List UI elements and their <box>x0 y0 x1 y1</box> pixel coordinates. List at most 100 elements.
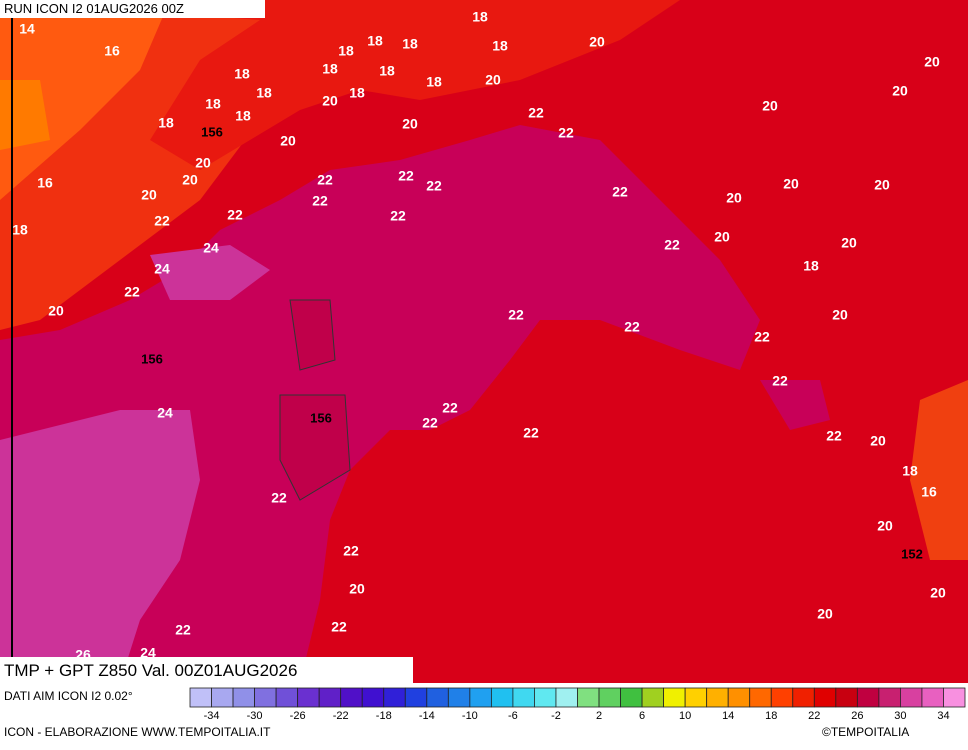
temperature-label: 18 <box>338 43 354 59</box>
temperature-label: 22 <box>398 168 414 184</box>
temperature-label: 16 <box>104 43 120 59</box>
temperature-label: 22 <box>312 193 328 209</box>
run-title: RUN ICON I2 01AUG2026 00Z <box>4 1 184 16</box>
colorbar-box <box>512 687 535 708</box>
temperature-label: 22 <box>508 307 524 323</box>
temperature-label: 22 <box>826 428 842 444</box>
colorbar-tick-label: 2 <box>596 710 602 722</box>
colorbar-box <box>426 687 449 708</box>
colorbar-tick-label: -34 <box>204 710 220 722</box>
temperature-label: 20 <box>870 433 886 449</box>
temperature-label: 22 <box>271 490 287 506</box>
colorbar-tick-label: -6 <box>508 710 518 722</box>
temperature-label: 20 <box>141 187 157 203</box>
temperature-label: 18 <box>234 66 250 82</box>
colorbar-tick-label: 10 <box>679 710 691 722</box>
colorbar-box <box>383 687 406 708</box>
temperature-label: 24 <box>154 261 170 277</box>
temperature-label: 22 <box>175 622 191 638</box>
temperature-label: 20 <box>714 229 730 245</box>
contour-labels: 14 16 18 18 18 18 18 20 20 18 18 18 18 20 20 18 18 18 20 20… <box>12 9 946 663</box>
colorbar-box <box>727 687 751 708</box>
footer-box <box>0 657 413 684</box>
colorbar-box <box>297 687 320 708</box>
hot-sea-zone <box>150 245 270 300</box>
temperature-label: 22 <box>422 415 438 431</box>
temperature-label: 22 <box>331 619 347 635</box>
colorbar-tick-label: 14 <box>722 710 734 722</box>
temperature-label: 18 <box>902 463 918 479</box>
temperature-label: 22 <box>317 172 333 188</box>
colorbar-tick-label: -26 <box>290 710 306 722</box>
colorbar-box <box>749 687 772 708</box>
temperature-label: 20 <box>726 190 742 206</box>
colorbar-tick-label: -18 <box>376 710 392 722</box>
colorbar-box <box>490 687 514 708</box>
temperature-label: 22 <box>426 178 442 194</box>
colorbar-box <box>770 687 794 708</box>
temperature-label: 18 <box>235 108 251 124</box>
temperature-label: 22 <box>227 207 243 223</box>
colorbar-box <box>856 687 880 708</box>
temperature-label: 20 <box>589 34 605 50</box>
temperature-label: 18 <box>379 63 395 79</box>
temperature-label: 16 <box>37 175 53 191</box>
temperature-label: 18 <box>803 258 819 274</box>
temperature-label: 24 <box>140 645 156 661</box>
warm-zone <box>0 0 170 200</box>
temperature-label: 20 <box>877 518 893 534</box>
colorbar-box <box>577 687 600 708</box>
colorbar-tick-label: 30 <box>894 710 906 722</box>
warm-sea-zone <box>760 380 830 430</box>
temperature-label: 22 <box>772 373 788 389</box>
temperature-label: 22 <box>124 284 140 300</box>
geopotential-label: 152 <box>901 546 923 561</box>
temperature-label: 22 <box>154 213 170 229</box>
colorbar-box <box>620 687 643 708</box>
temperature-label: 20 <box>182 172 198 188</box>
temperature-label: 18 <box>256 85 272 101</box>
alps-zone <box>0 0 680 170</box>
temperature-label: 20 <box>280 133 296 149</box>
temperature-label: 18 <box>205 96 221 112</box>
temperature-label: 22 <box>390 208 406 224</box>
colorbar-box <box>555 687 578 708</box>
credit: ICON - ELABORAZIONE WWW.TEMPOITALIA.IT <box>4 725 271 739</box>
colorbar-box <box>232 687 255 708</box>
temperature-label: 22 <box>343 543 359 559</box>
colorbar-box <box>275 687 299 708</box>
colorbar-box <box>684 687 708 708</box>
temperature-label: 22 <box>624 319 640 335</box>
colorbar-box <box>706 687 729 708</box>
colorbar-tick-label: -14 <box>419 710 435 722</box>
geopotential-label: 156 <box>201 124 223 139</box>
temperature-label: 24 <box>157 405 173 421</box>
colorbar-tick-label: -2 <box>551 710 561 722</box>
colorbar-tick-label: -10 <box>462 710 478 722</box>
temperature-label: 18 <box>367 33 383 49</box>
temperature-label: 18 <box>158 115 174 131</box>
temperature-label: 18 <box>426 74 442 90</box>
colorbar: -34 -30 -26 -22 -18 -14 -10 -6 -2 2 6 10 14 18 22 26 30 3… <box>189 687 966 722</box>
temperature-label: 20 <box>841 235 857 251</box>
island <box>279 299 351 501</box>
temperature-label: 22 <box>442 400 458 416</box>
header-box <box>0 0 265 18</box>
colorbar-tick-label: 18 <box>765 710 777 722</box>
map <box>0 0 968 683</box>
warm-zone <box>910 380 968 560</box>
temperature-label: 22 <box>612 184 628 200</box>
colorbar-box <box>921 687 944 708</box>
temperature-label: 14 <box>19 21 35 37</box>
colorbar-box <box>189 687 212 708</box>
temperature-label: 18 <box>402 36 418 52</box>
colorbar-box <box>318 687 342 708</box>
colorbar-box <box>943 687 966 708</box>
colorbar-box <box>792 687 815 708</box>
geopotential-label: 156 <box>141 351 163 366</box>
temperature-label: 20 <box>930 585 946 601</box>
colorbar-box <box>211 687 234 708</box>
colorbar-tick-label: 26 <box>851 710 863 722</box>
temperature-label: 20 <box>322 93 338 109</box>
